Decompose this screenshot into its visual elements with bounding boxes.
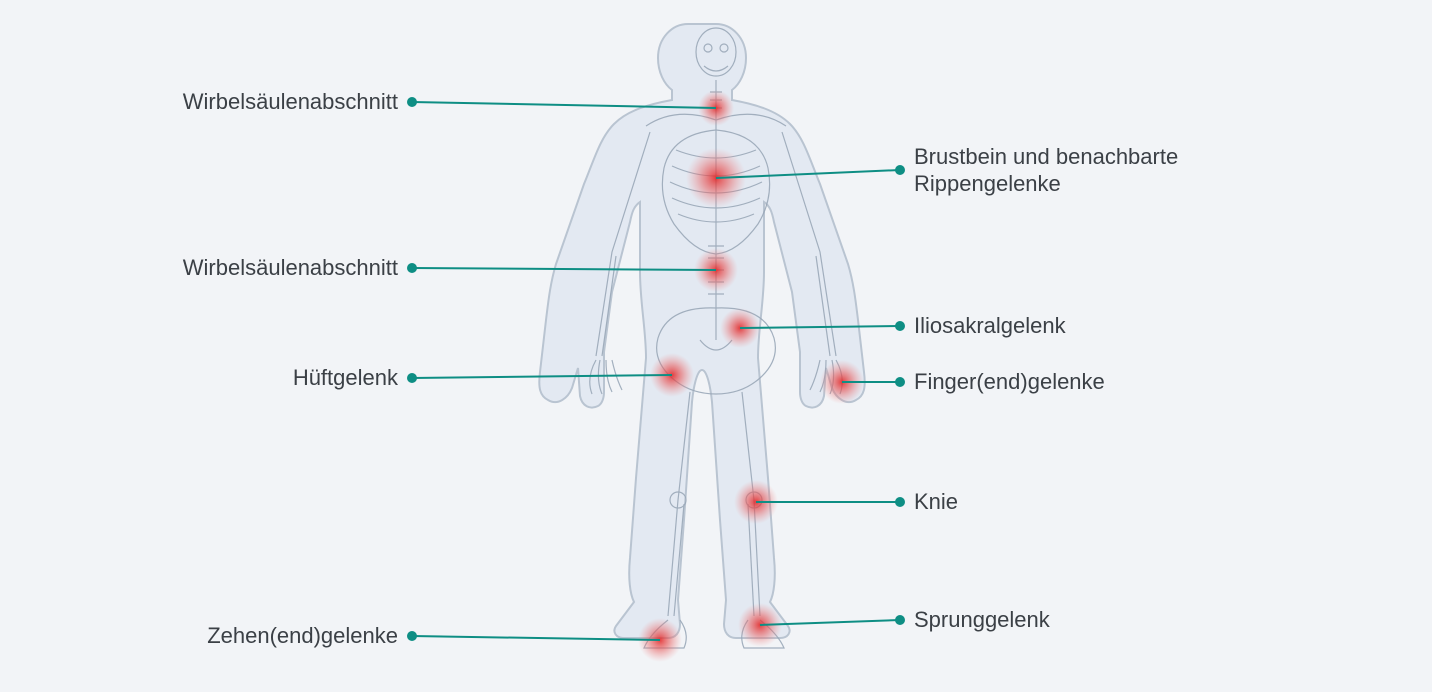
- callout-label-c_hip: Hüftgelenk: [293, 364, 398, 392]
- callout-label-c_sacro: Iliosakralgelenk: [914, 312, 1066, 340]
- hotspot-neck: [698, 90, 734, 126]
- hotspot-lumbar: [694, 248, 738, 292]
- callout-line-c_toes: [412, 636, 660, 640]
- callout-dot-c_lumbar: [407, 263, 417, 273]
- callout-line-c_lumbar: [412, 268, 716, 270]
- callout-label-c_lumbar: Wirbelsäulenabschnitt: [183, 254, 398, 282]
- hotspot-toes: [638, 618, 682, 662]
- hotspot-knee: [734, 480, 778, 524]
- hotspot-ankle: [738, 603, 782, 647]
- callout-label-c_hand: Finger(end)gelenke: [914, 368, 1105, 396]
- callout-line-c_ankle: [760, 620, 900, 625]
- diagram-stage: Wirbelsäulenabschnitt Wirbelsäulenabschni…: [0, 0, 1432, 692]
- callout-dot-c_chest: [895, 165, 905, 175]
- callout-layer: [407, 97, 905, 641]
- callout-dot-c_hip: [407, 373, 417, 383]
- callout-dot-c_ankle: [895, 615, 905, 625]
- callout-label-c_neck: Wirbelsäulenabschnitt: [183, 88, 398, 116]
- human-body-figure: [539, 24, 864, 648]
- callout-dot-c_hand: [895, 377, 905, 387]
- callout-dot-c_neck: [407, 97, 417, 107]
- hotspot-hand: [820, 360, 864, 404]
- hotspot-chest: [686, 148, 746, 208]
- callout-line-c_neck: [412, 102, 716, 108]
- callout-label-c_chest: Brustbein und benachbarte Rippengelenke: [914, 143, 1178, 198]
- callout-line-c_chest: [716, 170, 900, 178]
- hotspot-hip: [650, 353, 694, 397]
- callout-line-c_hip: [412, 375, 672, 378]
- hotspot-sacro: [720, 308, 760, 348]
- callout-label-c_ankle: Sprunggelenk: [914, 606, 1050, 634]
- callout-dot-c_sacro: [895, 321, 905, 331]
- hotspot-layer: [638, 90, 864, 662]
- callout-line-c_sacro: [740, 326, 900, 328]
- callout-label-c_knee: Knie: [914, 488, 958, 516]
- callout-dot-c_knee: [895, 497, 905, 507]
- callout-dot-c_toes: [407, 631, 417, 641]
- callout-label-c_toes: Zehen(end)gelenke: [207, 622, 398, 650]
